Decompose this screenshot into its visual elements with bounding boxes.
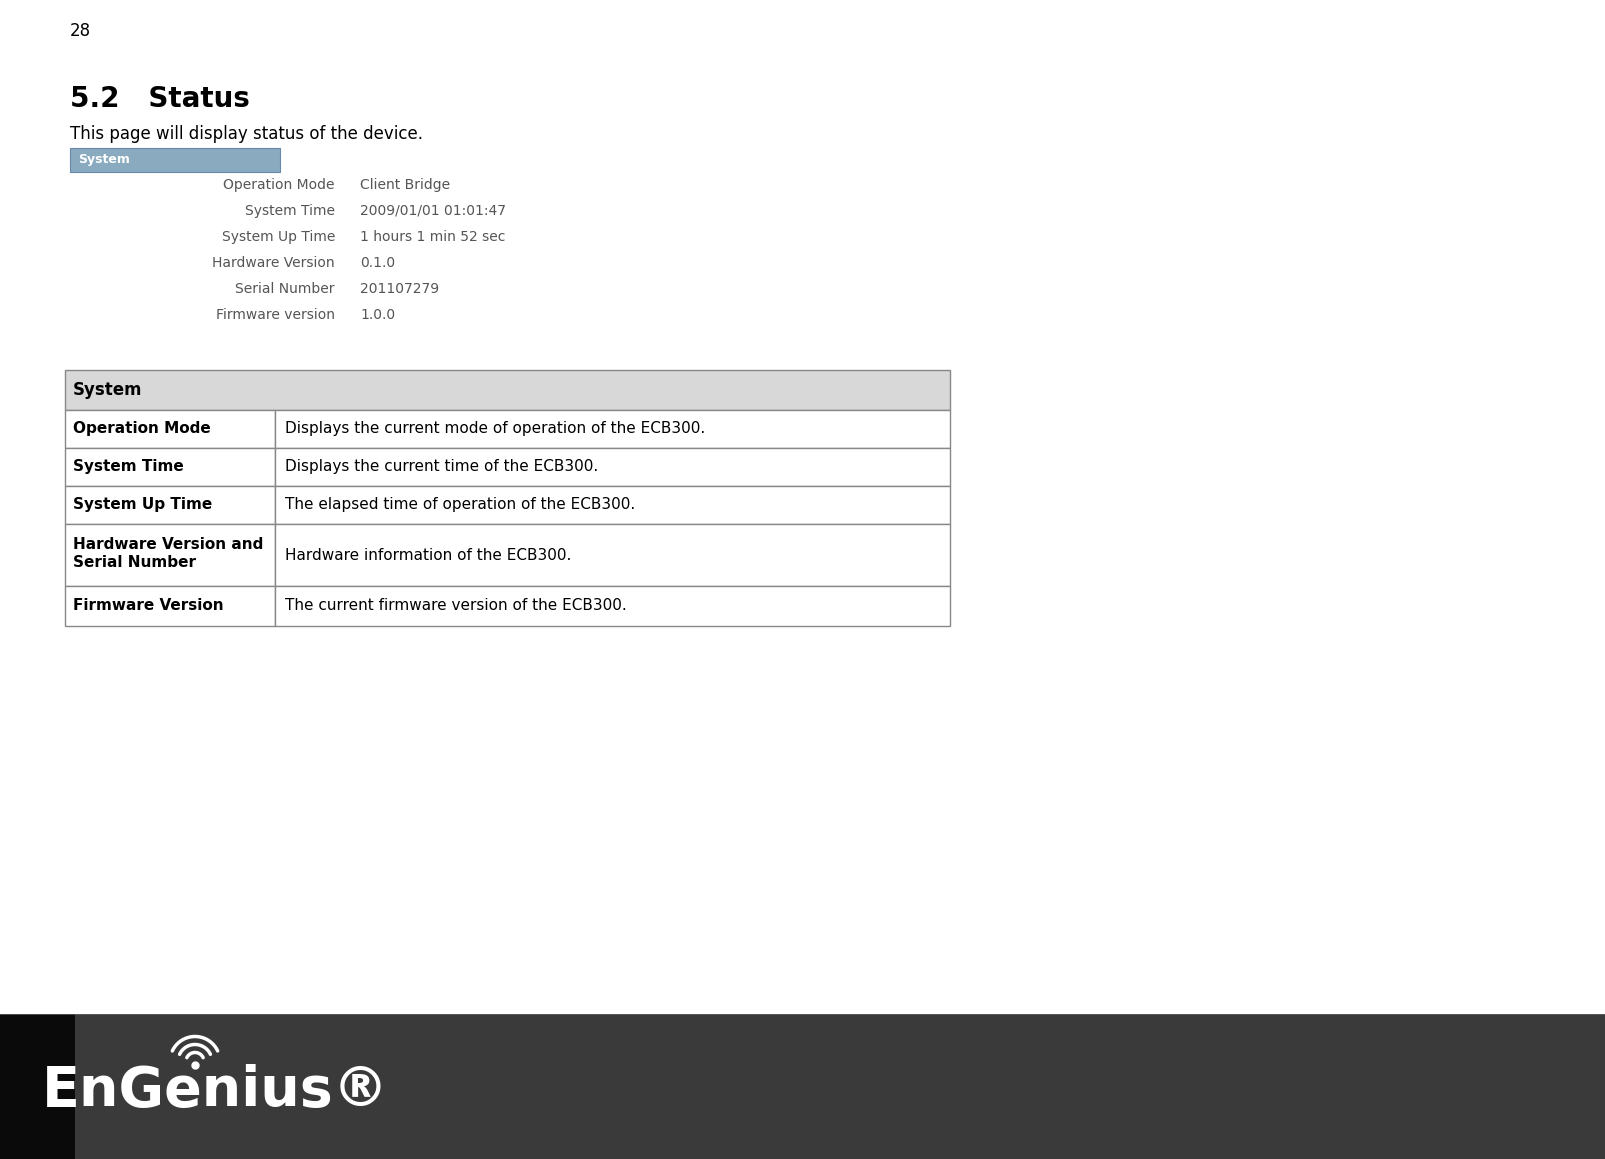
Bar bbox=[64, 524, 274, 586]
Bar bbox=[274, 449, 950, 486]
Bar bbox=[274, 586, 950, 626]
Text: The elapsed time of operation of the ECB300.: The elapsed time of operation of the ECB… bbox=[284, 497, 636, 512]
Text: 28: 28 bbox=[71, 22, 91, 41]
Bar bbox=[64, 486, 274, 524]
Text: System Time: System Time bbox=[72, 459, 183, 474]
Text: 5.2   Status: 5.2 Status bbox=[71, 85, 250, 112]
Text: This page will display status of the device.: This page will display status of the dev… bbox=[71, 125, 422, 143]
Bar bbox=[274, 410, 950, 449]
Text: System: System bbox=[72, 381, 143, 399]
Text: Displays the current mode of operation of the ECB300.: Displays the current mode of operation o… bbox=[284, 422, 705, 437]
Text: 0.1.0: 0.1.0 bbox=[360, 256, 395, 270]
Text: Serial Number: Serial Number bbox=[236, 282, 335, 296]
Text: Hardware Version: Hardware Version bbox=[212, 256, 335, 270]
Text: Client Bridge: Client Bridge bbox=[360, 178, 449, 192]
Text: Operation Mode: Operation Mode bbox=[223, 178, 335, 192]
Text: Hardware Version and: Hardware Version and bbox=[72, 537, 263, 552]
Text: Displays the current time of the ECB300.: Displays the current time of the ECB300. bbox=[284, 459, 599, 474]
Text: Firmware version: Firmware version bbox=[215, 308, 335, 322]
Text: EnGenius®: EnGenius® bbox=[42, 1064, 388, 1117]
Bar bbox=[64, 449, 274, 486]
Text: System: System bbox=[79, 153, 130, 167]
Bar bbox=[64, 410, 274, 449]
Text: 1 hours 1 min 52 sec: 1 hours 1 min 52 sec bbox=[360, 229, 506, 245]
Text: 2009/01/01 01:01:47: 2009/01/01 01:01:47 bbox=[360, 204, 506, 218]
Text: System Up Time: System Up Time bbox=[72, 497, 212, 512]
Text: System Up Time: System Up Time bbox=[221, 229, 335, 245]
Bar bbox=[64, 586, 274, 626]
Text: The current firmware version of the ECB300.: The current firmware version of the ECB3… bbox=[284, 598, 626, 613]
Bar bbox=[274, 524, 950, 586]
Bar bbox=[75, 1014, 1605, 1159]
Bar bbox=[0, 1014, 75, 1159]
Text: 201107279: 201107279 bbox=[360, 282, 438, 296]
Bar bbox=[71, 148, 279, 172]
Bar bbox=[64, 370, 950, 410]
Text: Operation Mode: Operation Mode bbox=[72, 422, 210, 437]
Bar bbox=[274, 486, 950, 524]
Text: Serial Number: Serial Number bbox=[72, 555, 196, 570]
Text: System Time: System Time bbox=[246, 204, 335, 218]
Text: 1.0.0: 1.0.0 bbox=[360, 308, 395, 322]
Text: Firmware Version: Firmware Version bbox=[72, 598, 223, 613]
Text: Hardware information of the ECB300.: Hardware information of the ECB300. bbox=[284, 547, 571, 562]
